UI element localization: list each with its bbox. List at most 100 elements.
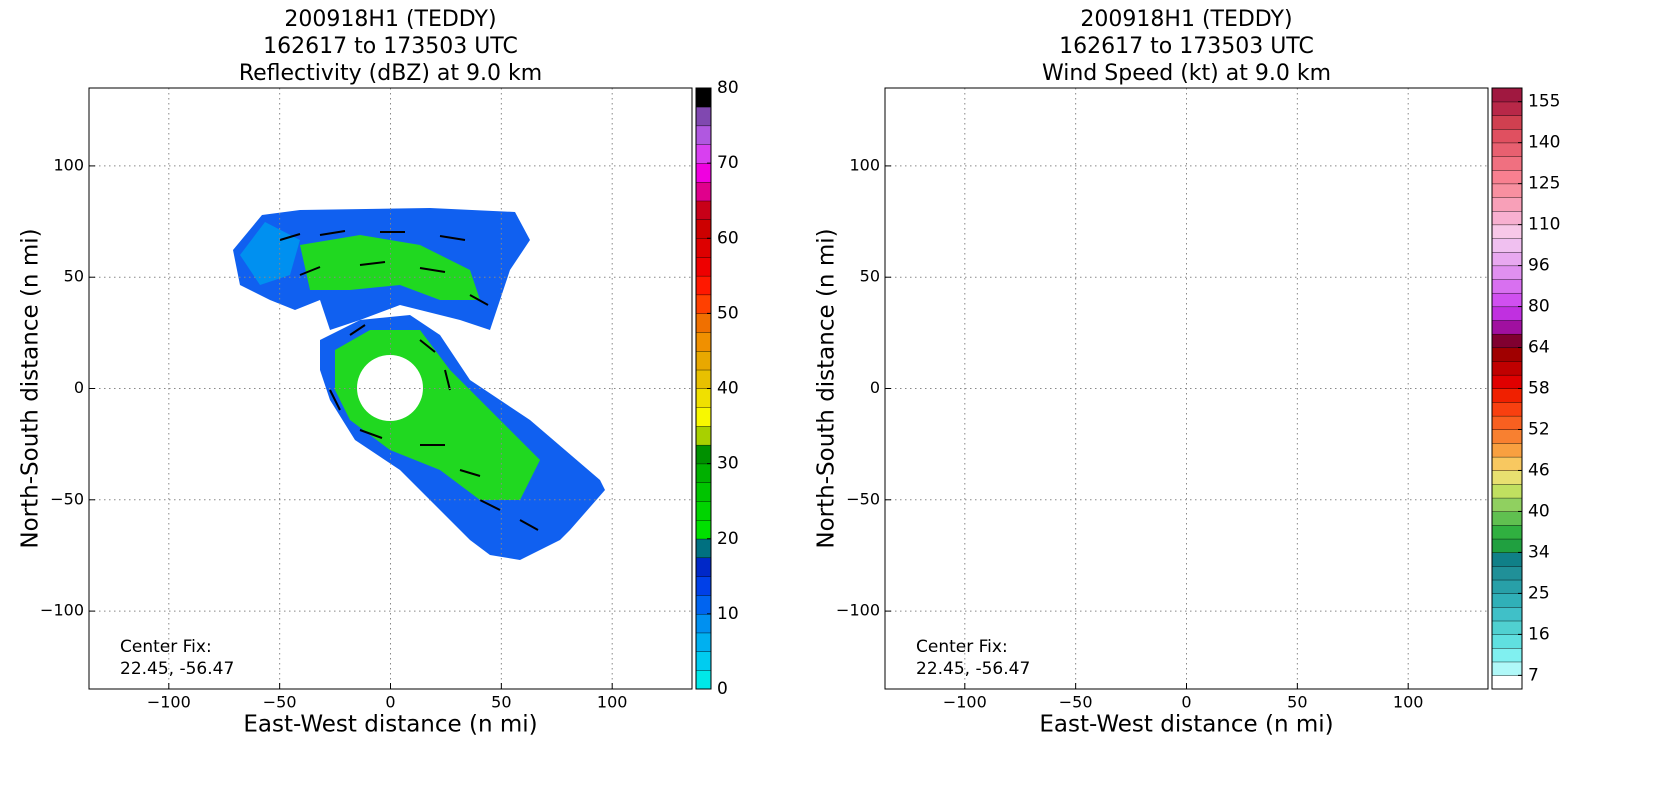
colorbar-tick-label: 34: [1528, 542, 1550, 562]
colorbar-tick-label: 40: [717, 379, 739, 399]
colorbar-tick-label: 50: [717, 303, 739, 323]
colorbar-segment: [1491, 238, 1523, 253]
colorbar-tick-label: 110: [1528, 215, 1560, 235]
colorbar-tick-label: 140: [1528, 133, 1560, 153]
field-area: [1156, 370, 1276, 470]
colorbar-segment: [1491, 415, 1523, 430]
chart-title: 200918H1 (TEDDY): [1080, 7, 1292, 32]
y-tick-label: −50: [50, 489, 84, 508]
colorbar-segment: [695, 331, 712, 352]
colorbar-segment: [695, 369, 712, 389]
y-tick-label: 0: [870, 378, 880, 397]
y-tick-label: −100: [40, 601, 84, 620]
field-area: [1036, 222, 1081, 290]
colorbar-tick-label: 7: [1528, 665, 1539, 685]
reflectivity-field: [233, 208, 605, 560]
chart-title: 162617 to 173503 UTC: [1059, 34, 1314, 59]
colorbar-segment: [1491, 593, 1523, 608]
colorbar-segment: [695, 181, 712, 202]
colorbar-segment: [1491, 224, 1523, 239]
colorbar-segment: [1491, 183, 1523, 198]
colorbar-segment: [695, 407, 712, 427]
y-axis-label: North-South distance (n mi): [814, 228, 840, 548]
colorbar-segment: [695, 350, 712, 371]
colorbar-segment: [1491, 497, 1523, 512]
colorbar-segment: [1491, 197, 1523, 212]
x-tick-label: 50: [491, 693, 511, 712]
plot-frame: [88, 87, 693, 690]
x-tick-label: 0: [385, 693, 395, 712]
colorbar-segment: [1491, 647, 1523, 663]
colorbar-segment: [1491, 606, 1523, 622]
colorbar-segment: [1491, 429, 1523, 444]
colorbar-segment: [695, 482, 712, 502]
chart-title: Wind Speed (kt) at 9.0 km: [1042, 61, 1331, 86]
wind-field: [1029, 208, 1401, 560]
colorbar-segment: [695, 576, 712, 596]
colorbar-segment: [695, 594, 712, 615]
x-axis-label: East-West distance (n mi): [243, 712, 537, 738]
plot-frame: [884, 87, 1489, 690]
colorbar-segment: [1491, 538, 1523, 553]
colorbar-segment: [695, 444, 712, 465]
colorbar-segment: [1491, 101, 1523, 116]
colorbar-segment: [1491, 142, 1523, 157]
colorbar-segment: [695, 106, 712, 127]
colorbar-segment: [1491, 210, 1523, 226]
colorbar-segment: [1491, 156, 1523, 171]
y-tick-label: −100: [836, 601, 880, 620]
field-area: [300, 235, 480, 300]
x-tick-label: −50: [1059, 693, 1093, 712]
y-tick-label: 100: [53, 155, 84, 174]
chart-title: 200918H1 (TEDDY): [284, 7, 496, 32]
colorbar-tick-label: 25: [1528, 583, 1550, 603]
x-tick-label: −100: [943, 693, 987, 712]
annotation: 22.45, -56.47: [120, 659, 234, 679]
colorbar-segment: [1491, 115, 1523, 130]
colorbar-tick-label: 40: [1528, 501, 1550, 521]
y-tick-label: 50: [860, 267, 880, 286]
field-area: [1116, 315, 1401, 560]
colorbar-segment: [1491, 292, 1523, 308]
x-tick-label: 100: [1393, 693, 1424, 712]
colorbar-segment: [695, 162, 712, 183]
wind-barbs: [1076, 231, 1334, 530]
x-tick-label: −50: [263, 693, 297, 712]
colorbar-segment: [1491, 360, 1523, 376]
colorbar-segment: [695, 538, 712, 559]
colorbar-segment: [1491, 483, 1523, 499]
colorbar-tick-label: 58: [1528, 379, 1550, 399]
colorbar-segment: [1491, 634, 1523, 649]
colorbar-segment: [695, 144, 712, 164]
colorbar-tick-label: 52: [1528, 419, 1550, 439]
colorbar-segment: [695, 632, 712, 652]
colorbar-segment: [1491, 333, 1523, 349]
y-tick-label: 100: [849, 155, 880, 174]
colorbar-segment: [1491, 251, 1523, 267]
colorbar-segment: [695, 670, 712, 690]
colorbar-segment: [695, 219, 712, 239]
colorbar-segment: [1491, 128, 1523, 144]
colorbar-segment: [1491, 388, 1523, 403]
x-tick-label: −100: [147, 693, 191, 712]
colorbar-tick-label: 20: [717, 529, 739, 549]
y-tick-label: −50: [846, 489, 880, 508]
colorbar-segment: [695, 294, 712, 314]
field-area: [1029, 208, 1326, 330]
colorbar-segment: [1491, 661, 1523, 676]
colorbar-tick-label: 10: [717, 604, 739, 624]
y-axis-label: North-South distance (n mi): [18, 228, 44, 548]
colorbar-segment: [1491, 565, 1523, 581]
colorbar-segment: [695, 500, 712, 521]
colorbar-tick-label: 155: [1528, 92, 1560, 112]
colorbar-segment: [1491, 675, 1523, 690]
field-area: [1116, 225, 1176, 300]
colorbar-segment: [1491, 347, 1523, 362]
colorbar-tick-label: 60: [717, 228, 739, 248]
colorbar-segment: [695, 463, 712, 483]
colorbar-segment: [1491, 401, 1523, 417]
colorbar-segment: [1491, 524, 1523, 540]
colorbar-tick-label: 16: [1528, 624, 1550, 644]
x-axis-label: East-West distance (n mi): [1039, 712, 1333, 738]
colorbar-segment: [1491, 320, 1523, 335]
